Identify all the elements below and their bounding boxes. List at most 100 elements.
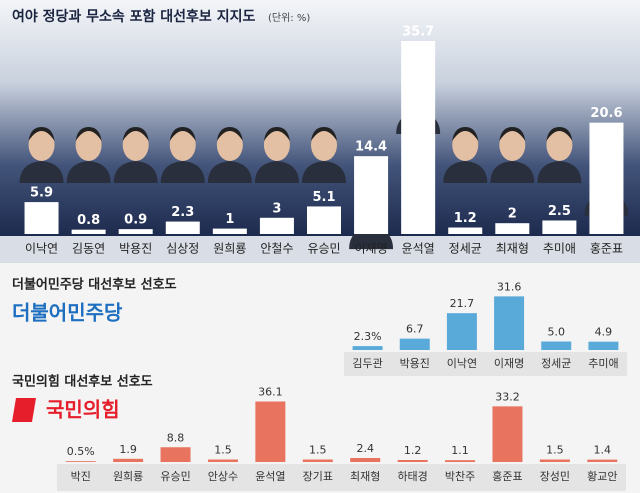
value-label: 1.2 (404, 444, 422, 457)
x-tick-label: 황교안 (587, 470, 617, 483)
x-tick-label: 안상수 (208, 470, 238, 483)
bar (401, 41, 436, 235)
x-tick-label: 박진 (71, 470, 91, 483)
value-label: 1 (225, 212, 234, 227)
bar (118, 229, 153, 234)
value-label: 5.0 (548, 326, 566, 339)
x-tick-label: 정세균 (449, 242, 482, 256)
x-tick-label: 이낙연 (25, 242, 58, 256)
bar (212, 228, 247, 234)
portrait-head (28, 129, 55, 161)
value-label: 1.5 (309, 443, 327, 456)
party-logo: 국민의힘 (46, 398, 120, 422)
value-label: 2.4 (356, 442, 374, 455)
portrait-body (113, 161, 158, 183)
portrait-head (216, 129, 243, 161)
value-label: 2.3% (354, 330, 382, 343)
bar (113, 458, 144, 462)
portrait-body (490, 161, 535, 183)
value-label: 31.6 (497, 280, 522, 293)
bar (354, 156, 389, 234)
value-label: 36.1 (258, 386, 283, 399)
value-label: 33.2 (495, 390, 520, 403)
x-tick-label: 이재명 (355, 242, 388, 256)
label-strip (344, 352, 627, 376)
value-label: 3 (272, 201, 281, 216)
bar (255, 401, 286, 462)
portrait-hair (499, 127, 526, 141)
bar (24, 202, 59, 234)
bottom-panel (0, 263, 640, 493)
bar (160, 447, 191, 462)
portrait-hair (122, 127, 149, 141)
x-tick-label: 추미애 (543, 242, 576, 256)
x-tick-label: 홍준표 (492, 469, 522, 483)
label-strip (57, 464, 626, 491)
portrait-body (302, 161, 346, 183)
x-tick-label: 이낙연 (447, 357, 477, 370)
portrait-head (546, 129, 573, 161)
value-label: 0.8 (77, 213, 100, 228)
portrait-head (499, 129, 526, 161)
bar (207, 459, 238, 462)
top-panel (0, 0, 640, 236)
portrait-body (160, 161, 205, 183)
x-tick-label: 박찬주 (445, 469, 475, 483)
bar (445, 460, 476, 462)
chart-title: 더불어민주당 대선후보 선호도 (12, 277, 177, 293)
chart-title: 국민의힘 대선후보 선호도 (12, 374, 153, 390)
bar (399, 338, 430, 350)
value-label: 14.4 (355, 140, 387, 155)
bar (492, 406, 523, 462)
portrait-hair (28, 127, 55, 141)
portrait-hair (311, 127, 337, 141)
bar (542, 220, 577, 234)
value-label: 0.9 (124, 213, 147, 228)
portrait-body (537, 161, 582, 183)
x-tick-label: 윤석열 (255, 470, 285, 483)
x-tick-label: 정세균 (541, 357, 571, 370)
value-label: 6.7 (406, 323, 424, 336)
value-label: 2.5 (548, 204, 571, 219)
x-tick-label: 유승민 (160, 470, 190, 483)
value-label: 1.1 (451, 444, 469, 457)
portrait-hair (169, 127, 196, 141)
portrait-head (122, 129, 149, 161)
value-label: 8.8 (167, 431, 185, 444)
value-label: 1.5 (214, 443, 232, 456)
value-label: 35.7 (402, 25, 434, 40)
value-label: 1.5 (546, 443, 564, 456)
portrait-head (75, 129, 102, 161)
portrait-body (66, 161, 111, 183)
bar (495, 223, 530, 234)
bar (446, 313, 477, 350)
bar (259, 217, 294, 234)
bar (307, 206, 341, 234)
x-tick-label: 안철수 (260, 242, 293, 256)
portrait-hair (452, 127, 479, 141)
bar (397, 459, 428, 462)
portrait-head (169, 129, 196, 161)
value-label: 5.9 (30, 186, 53, 201)
x-tick-label: 원희룡 (113, 470, 143, 483)
portrait-head (311, 129, 337, 161)
portrait-head (263, 129, 290, 161)
bar (65, 461, 96, 462)
portrait-body (443, 161, 488, 183)
x-tick-label: 이재명 (494, 357, 524, 370)
value-label: 20.6 (590, 106, 622, 121)
bar (494, 296, 525, 350)
portrait-hair (216, 127, 243, 141)
x-tick-label: 장기표 (303, 470, 333, 483)
bar (541, 341, 572, 350)
portrait-body (19, 161, 64, 183)
bar (588, 341, 619, 350)
x-tick-label: 박용진 (400, 357, 430, 370)
chart-title: 여야 정당과 무소속 포함 대선후보 지지도 (12, 8, 255, 25)
portrait-hair (263, 127, 290, 141)
x-tick-label: 윤석열 (402, 242, 435, 256)
value-label: 1.9 (119, 443, 137, 456)
value-label: 2 (508, 207, 517, 222)
portrait-hair (546, 127, 573, 141)
bar (302, 459, 333, 462)
